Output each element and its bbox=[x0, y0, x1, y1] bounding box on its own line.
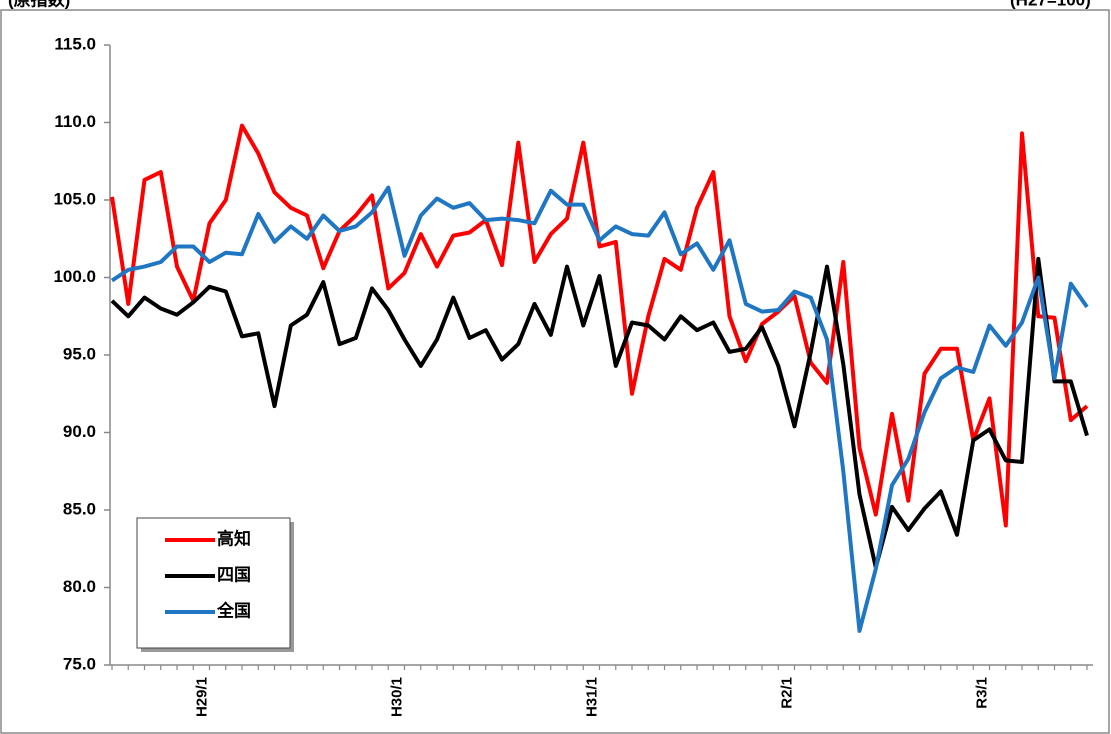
y-tick-label: 85.0 bbox=[63, 499, 96, 518]
y-tick-label: 110.0 bbox=[54, 112, 96, 131]
x-tick-label: H29/1 bbox=[193, 677, 210, 717]
unit-label: (原指数) bbox=[8, 0, 70, 9]
y-tick-label: 100.0 bbox=[53, 267, 96, 286]
y-tick-label: 105.0 bbox=[53, 189, 96, 208]
base-label: (H27=100) bbox=[1010, 0, 1091, 9]
legend-label: 四国 bbox=[217, 565, 251, 584]
series-line bbox=[110, 256, 1089, 570]
y-tick-label: 95.0 bbox=[63, 344, 96, 363]
x-tick-label: R2/1 bbox=[778, 677, 795, 709]
x-tick-label: H30/1 bbox=[388, 677, 405, 717]
legend-box bbox=[136, 517, 291, 649]
legend-label: 全国 bbox=[216, 600, 251, 620]
legend-label: 高知 bbox=[217, 528, 251, 548]
y-tick-label: 75.0 bbox=[63, 654, 96, 673]
series-line bbox=[110, 185, 1089, 633]
series-line bbox=[110, 123, 1089, 528]
x-tick-label: R3/1 bbox=[973, 677, 990, 709]
y-tick-label: 115.0 bbox=[54, 34, 96, 53]
x-tick-label: H31/1 bbox=[583, 677, 600, 717]
y-tick-label: 80.0 bbox=[63, 577, 96, 596]
y-tick-label: 90.0 bbox=[63, 422, 96, 441]
